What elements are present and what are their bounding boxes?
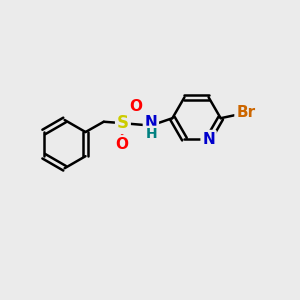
Text: O: O [130,99,143,114]
Text: Br: Br [236,105,255,120]
Text: H: H [146,127,157,141]
Text: S: S [117,114,129,132]
Text: N: N [145,115,157,130]
Text: O: O [115,137,128,152]
Text: N: N [202,132,215,147]
